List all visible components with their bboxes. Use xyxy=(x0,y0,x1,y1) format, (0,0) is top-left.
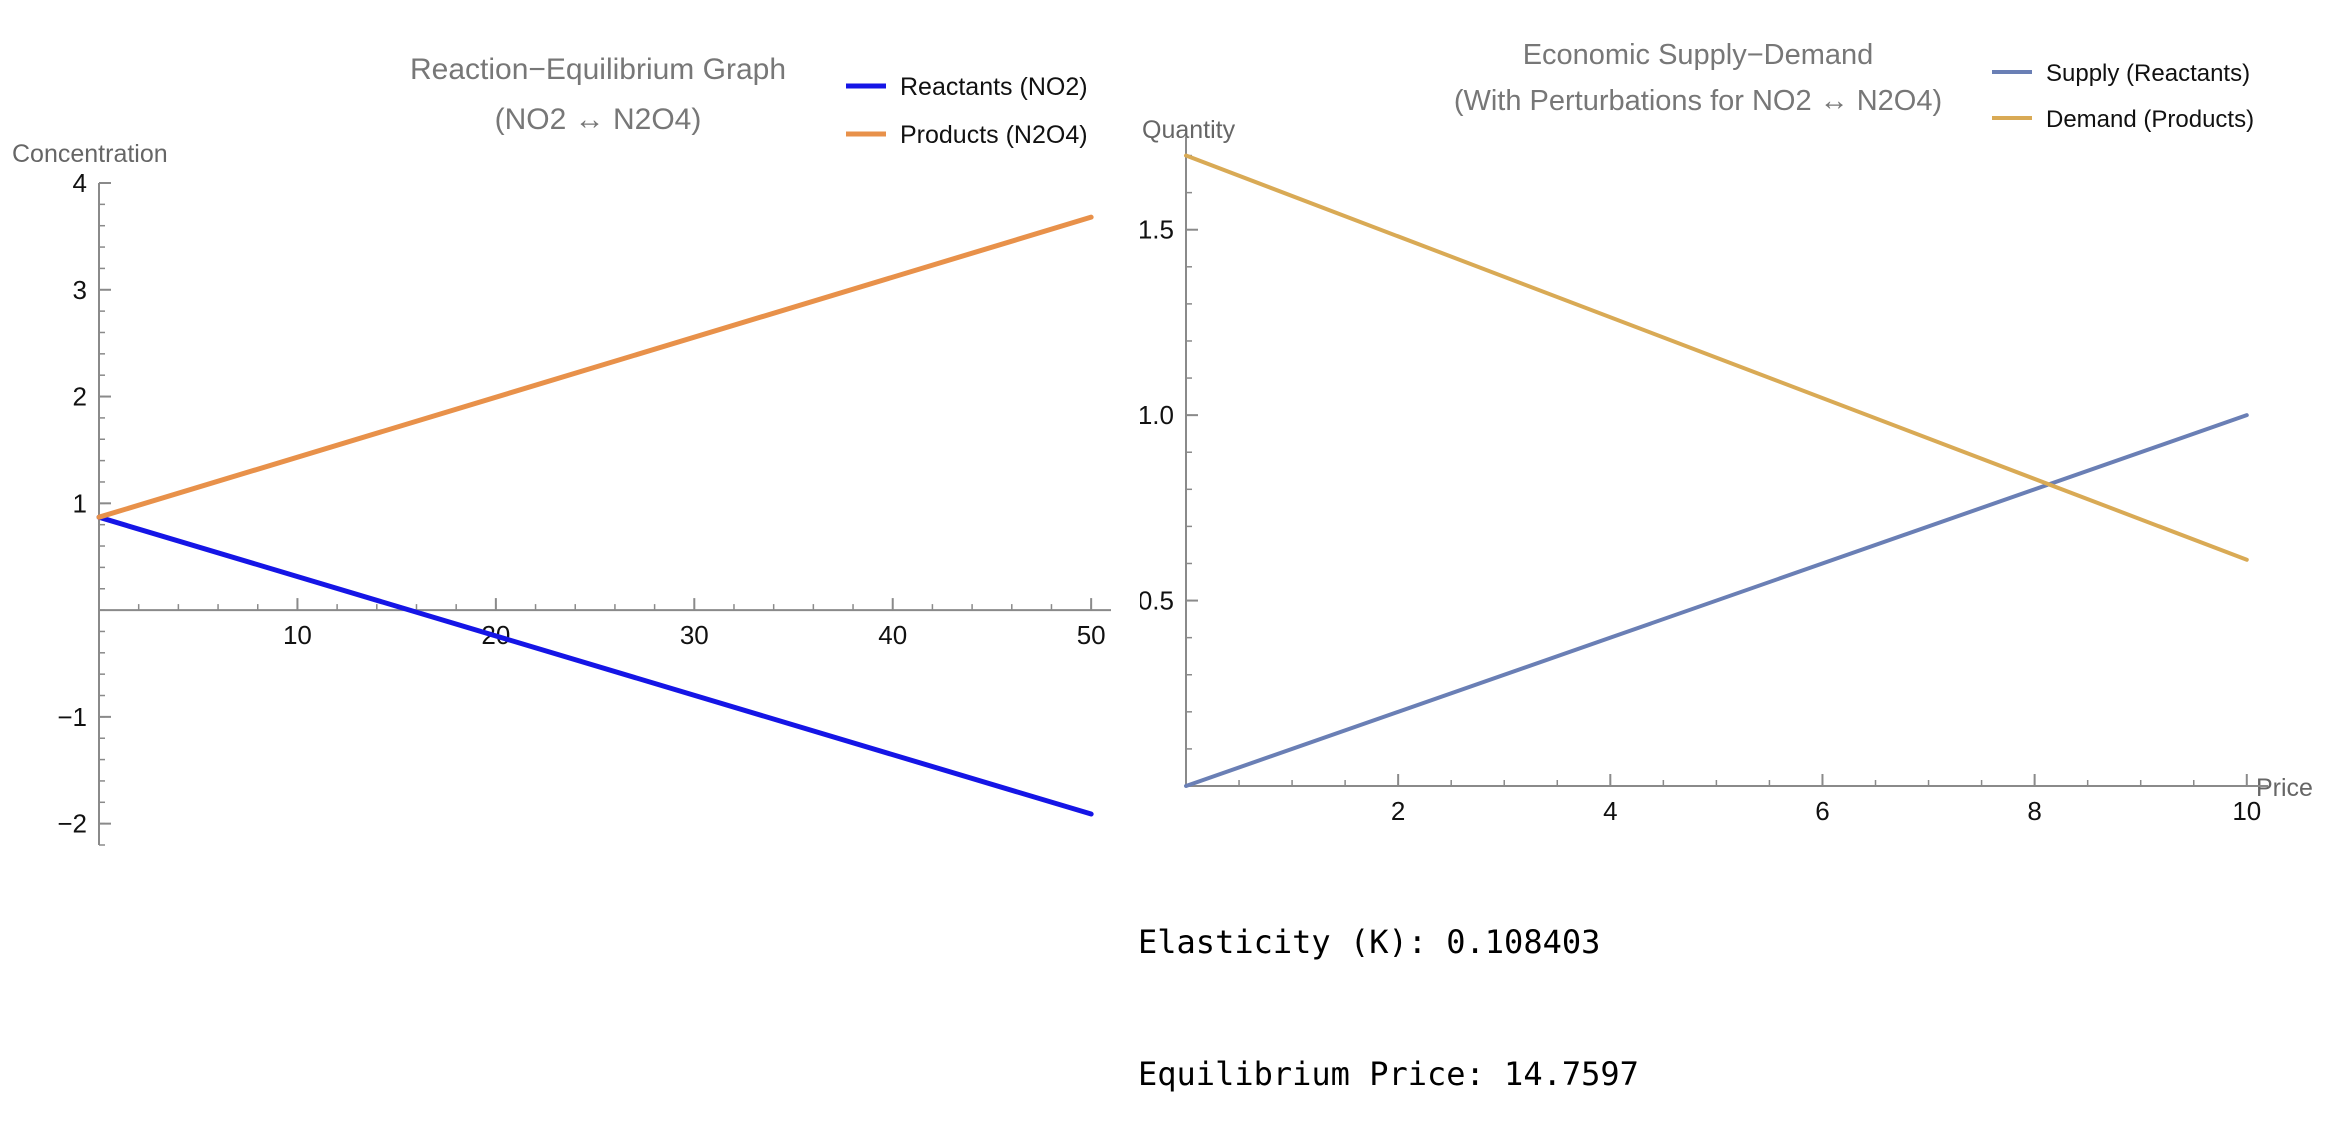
legend-label: Demand (Products) xyxy=(2046,106,2254,133)
x-tick-label: 30 xyxy=(680,620,709,650)
x-tick-label: 4 xyxy=(1603,796,1617,826)
supply-demand-axes: 2 4 6 8 10 0.5 1.0 1.5 xyxy=(1140,137,2268,826)
y-tick-label: 1 xyxy=(73,488,87,518)
y-tick-label: 0.5 xyxy=(1140,586,1174,616)
y-tick-label: −1 xyxy=(57,702,87,732)
series-line-1 xyxy=(1184,413,2249,788)
chart-subtitle: (NO2 ↔ N2O4) xyxy=(495,103,702,136)
x-tick-label: 2 xyxy=(1391,796,1405,826)
chart-title: Reaction−Equilibrium Graph xyxy=(410,53,786,86)
legend-label: Reactants (NO2) xyxy=(900,73,1088,101)
x-tick-label: 8 xyxy=(2027,796,2041,826)
x-tick-label: 6 xyxy=(1815,796,1829,826)
series-line-2 xyxy=(1184,153,2249,562)
x-axis-label: Price xyxy=(2256,774,2313,802)
series-line-1 xyxy=(96,514,1094,817)
x-tick-label: 40 xyxy=(878,620,907,650)
legend-label: Products (N2O4) xyxy=(900,121,1088,149)
x-tick-label: 10 xyxy=(2232,796,2261,826)
supply-demand-chart-title: Economic Supply−Demand (With Perturbatio… xyxy=(1454,39,1942,117)
series-line-2 xyxy=(96,214,1094,520)
reaction-equilibrium-chart: Reaction−Equilibrium Graph (NO2 ↔ N2O4) … xyxy=(12,53,1111,846)
y-tick-label: 2 xyxy=(73,382,87,412)
legend-label: Supply (Reactants) xyxy=(2046,60,2250,87)
x-tick-label: 10 xyxy=(283,620,312,650)
y-tick-label: 4 xyxy=(73,168,87,198)
result-readout: Elasticity (K): 0.108403 Equilibrium Pri… xyxy=(1138,832,1639,1140)
reaction-series xyxy=(96,214,1094,817)
y-tick-label: 3 xyxy=(73,275,87,305)
supply-demand-legend: Supply (Reactants) Demand (Products) xyxy=(1992,60,2254,133)
reaction-legend: Reactants (NO2) Products (N2O4) xyxy=(846,73,1088,149)
y-tick-label: −2 xyxy=(57,809,87,839)
x-tick-label: 50 xyxy=(1077,620,1106,650)
y-tick-label: 1.0 xyxy=(1140,400,1174,430)
reaction-chart-title: Reaction−Equilibrium Graph (NO2 ↔ N2O4) xyxy=(410,53,786,136)
equilibrium-price-readout: Equilibrium Price: 14.7597 xyxy=(1138,1055,1639,1093)
y-tick-label: 1.5 xyxy=(1140,215,1174,245)
supply-demand-chart: Economic Supply−Demand (With Perturbatio… xyxy=(1140,39,2313,826)
chart-subtitle: (With Perturbations for NO2 ↔ N2O4) xyxy=(1454,85,1942,117)
y-axis-label: Quantity xyxy=(1142,116,1236,144)
y-axis-label: Concentration xyxy=(12,140,168,168)
chart-title: Economic Supply−Demand xyxy=(1523,39,1874,71)
elasticity-readout: Elasticity (K): 0.108403 xyxy=(1138,923,1601,961)
supply-demand-series xyxy=(1184,153,2249,788)
